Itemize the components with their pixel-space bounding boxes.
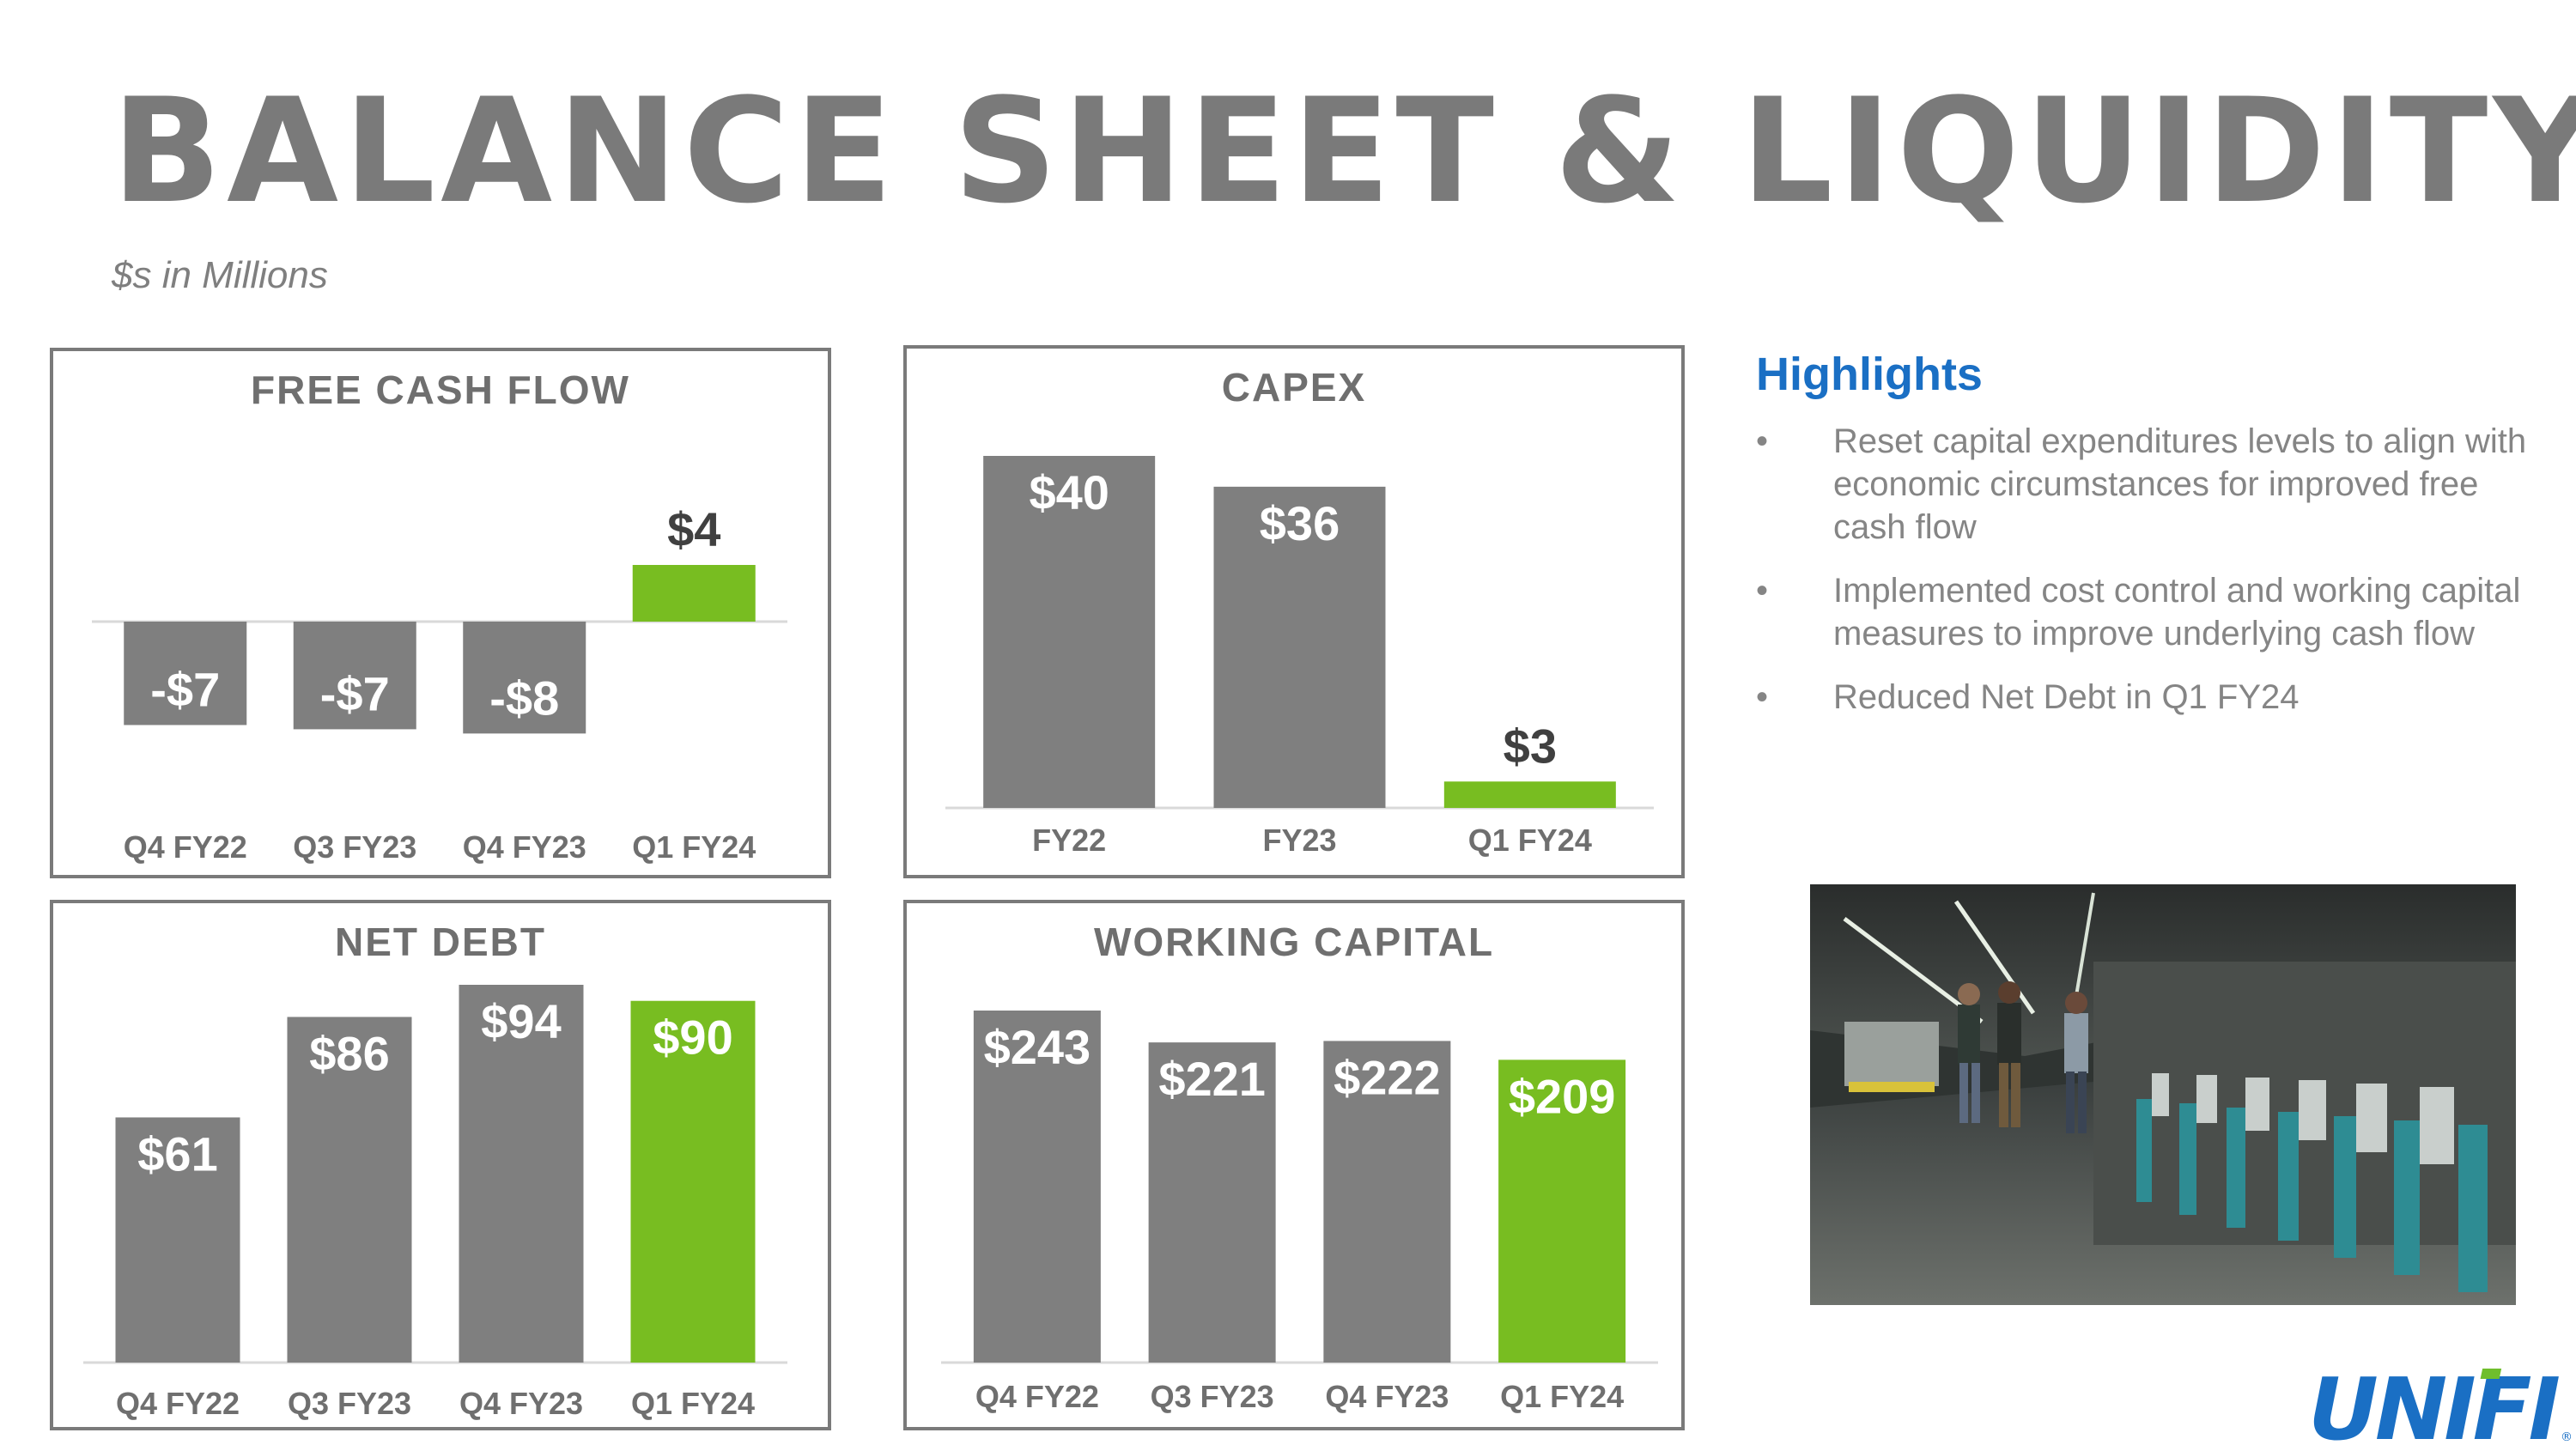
highlights-list: • Reset capital expenditures levels to a… [1756, 420, 2529, 719]
wc-data-label-1: $243 [984, 1020, 1091, 1074]
highlight-item: • Reset capital expenditures levels to a… [1756, 420, 2529, 549]
capex-data-label-1: $40 [1029, 465, 1109, 519]
svg-text:®: ® [2561, 1430, 2573, 1444]
bullet-icon: • [1756, 678, 1769, 716]
page-subtitle: $s in Millions [112, 254, 328, 296]
highlights-heading: Highlights [1756, 349, 1983, 400]
fcf-bar-2 [293, 622, 416, 730]
wc-bar-3 [1323, 1041, 1451, 1363]
wc-category-label-1: Q4 FY22 [975, 1379, 1099, 1414]
wc-category-label-3: Q4 FY23 [1325, 1379, 1449, 1414]
svg-text:UNIFI: UNIFI [2308, 1365, 2560, 1447]
wc-bar-2 [1148, 1042, 1276, 1363]
highlight-item: • Implemented cost control and working c… [1756, 569, 2529, 655]
netdebt-bar-3 [459, 985, 584, 1363]
fcf-bar-1 [124, 622, 247, 726]
netdebt-category-label-1: Q4 FY22 [116, 1386, 240, 1421]
net-debt-chart: $61 Q4 FY22 $86 Q3 FY23 $94 Q4 FY23 $90 Q1 FY24 [83, 985, 787, 1421]
fcf-bar-4 [632, 565, 756, 622]
capex-chart: $40 FY22 $36 FY23 $3 Q1 FY24 [945, 456, 1654, 858]
fcf-category-label-3: Q4 FY23 [463, 829, 586, 865]
fcf-data-label-2: -$7 [320, 666, 390, 720]
netdebt-category-label-3: Q4 FY23 [459, 1386, 583, 1421]
capex-panel: CAPEX $40 FY22 $36 FY23 $3 Q1 FY24 [903, 345, 1685, 878]
highlight-text: Implemented cost control and working cap… [1833, 572, 2521, 653]
netdebt-bar-2 [287, 1017, 412, 1363]
wc-category-label-2: Q3 FY23 [1151, 1379, 1274, 1414]
wc-bar-4 [1498, 1059, 1626, 1363]
capex-data-label-2: $36 [1260, 496, 1340, 550]
factory-photo-image [1810, 884, 2516, 1305]
bullet-icon: • [1756, 422, 1769, 460]
highlight-text: Reduced Net Debt in Q1 FY24 [1833, 678, 2300, 716]
free-cash-flow-panel: FREE CASH FLOW -$7 Q4 FY22 -$7 Q3 FY23 -$8 Q4… [50, 348, 831, 878]
working-capital-chart: $243 Q4 FY22 $221 Q3 FY23 $222 Q4 FY23 $209 Q1 … [941, 1011, 1658, 1414]
fcf-data-label-4: $4 [667, 502, 720, 556]
fcf-category-label-1: Q4 FY22 [124, 829, 247, 865]
unifi-logo-mark: UNIFI ® [2308, 1359, 2573, 1451]
capex-bar-2 [1213, 486, 1386, 808]
net-debt-title: NET DEBT [335, 920, 546, 964]
netdebt-category-label-2: Q3 FY23 [288, 1386, 411, 1421]
capex-bar-3 [1443, 781, 1616, 808]
fcf-bar-3 [463, 622, 586, 734]
capex-category-label-2: FY23 [1262, 823, 1336, 858]
netdebt-data-label-2: $86 [309, 1026, 389, 1080]
capex-bar-1 [983, 456, 1156, 808]
working-capital-panel: WORKING CAPITAL $243 Q4 FY22 $221 Q3 FY23 $2… [903, 900, 1685, 1430]
wc-data-label-4: $209 [1509, 1069, 1616, 1123]
netdebt-bar-4 [630, 1000, 756, 1363]
wc-category-label-4: Q1 FY24 [1500, 1379, 1624, 1414]
free-cash-flow-chart: -$7 Q4 FY22 -$7 Q3 FY23 -$8 Q4 FY23 $4 Q1 FY24 [92, 502, 787, 865]
fcf-data-label-1: -$7 [150, 662, 220, 716]
capex-category-label-3: Q1 FY24 [1468, 823, 1592, 858]
netdebt-data-label-3: $94 [481, 994, 561, 1048]
netdebt-data-label-4: $90 [653, 1011, 732, 1065]
capex-title: CAPEX [1221, 365, 1367, 410]
free-cash-flow-title: FREE CASH FLOW [251, 367, 630, 412]
highlight-item: • Reduced Net Debt in Q1 FY24 [1756, 676, 2529, 719]
page-title: BALANCE SHEET & LIQUIDITY [112, 67, 2576, 235]
fcf-category-label-2: Q3 FY23 [293, 829, 416, 865]
netdebt-data-label-1: $61 [137, 1126, 217, 1181]
net-debt-panel: NET DEBT $61 Q4 FY22 $86 Q3 FY23 $94 Q4 FY23 $… [50, 900, 831, 1430]
unifi-logo: UNIFI ® [2301, 1359, 2576, 1451]
bullet-icon: • [1756, 572, 1769, 610]
working-capital-title: WORKING CAPITAL [1093, 920, 1495, 964]
capex-category-label-1: FY22 [1032, 823, 1106, 858]
wc-bar-1 [973, 1011, 1101, 1363]
factory-photo [1810, 884, 2516, 1305]
highlights-section: Highlights • Reset capital expenditures … [1756, 348, 2529, 739]
netdebt-category-label-4: Q1 FY24 [631, 1386, 755, 1421]
netdebt-bar-1 [115, 1117, 240, 1363]
fcf-category-label-4: Q1 FY24 [632, 829, 756, 865]
highlight-text: Reset capital expenditures levels to ali… [1833, 422, 2527, 546]
wc-data-label-3: $222 [1334, 1050, 1441, 1104]
capex-data-label-3: $3 [1504, 719, 1557, 773]
fcf-data-label-3: -$8 [489, 671, 559, 725]
wc-data-label-2: $221 [1158, 1052, 1266, 1106]
